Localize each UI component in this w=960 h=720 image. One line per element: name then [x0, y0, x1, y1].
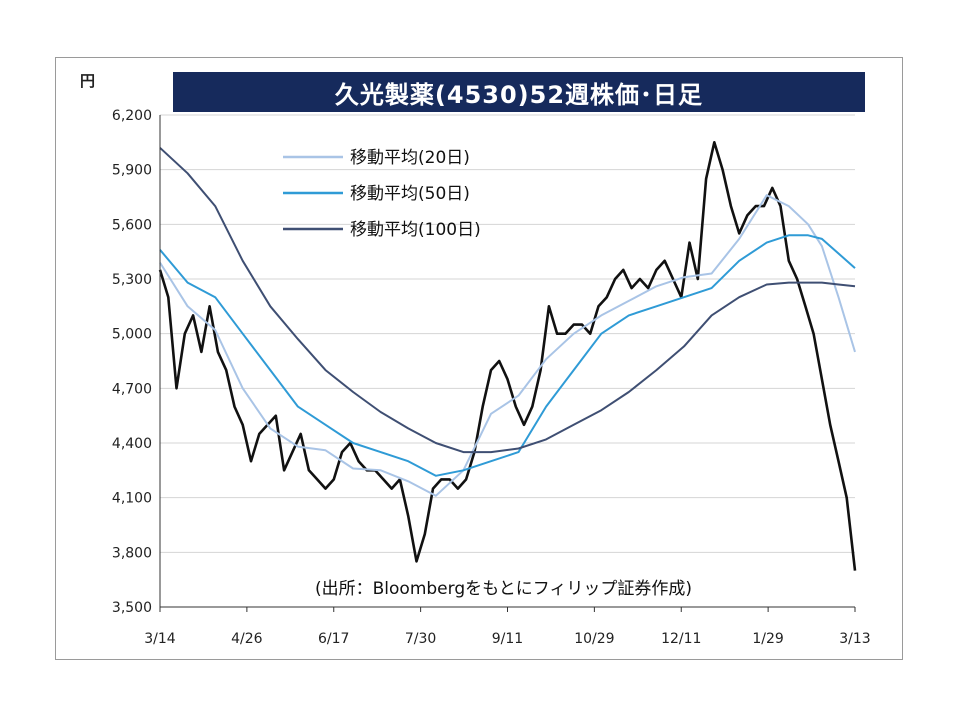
- x-tick-label: 12/11: [661, 631, 701, 647]
- y-tick-label: 4,100: [112, 491, 152, 507]
- legend: 移動平均(20日) 移動平均(50日) 移動平均(100日): [283, 148, 481, 240]
- y-tick-label: 4,700: [112, 381, 152, 397]
- grid-layer: [160, 114, 855, 553]
- x-tick-label: 9/11: [492, 631, 523, 647]
- series-layer: [158, 141, 857, 571]
- y-tick-label: 5,900: [112, 163, 152, 179]
- x-tick-label: 6/17: [318, 631, 349, 647]
- x-tick-label: 10/29: [574, 631, 614, 647]
- ma100-line: [159, 147, 856, 454]
- x-tick-label: 1/29: [752, 631, 783, 647]
- source-note: (出所：Bloombergをもとにフィリップ証券作成): [315, 579, 693, 599]
- x-tick-label: 3/13: [839, 631, 870, 647]
- chart-title: 久光製薬(4530)52週株価･日足: [173, 72, 865, 112]
- y-axis-unit: 円: [80, 72, 96, 90]
- y-tick-label: 4,400: [112, 436, 152, 452]
- y-tick-label: 5,600: [112, 217, 152, 233]
- chart-frame: [55, 57, 903, 660]
- y-tick-label: 5,000: [112, 327, 152, 343]
- ma50-line: [159, 234, 856, 477]
- y-tick-label: 3,800: [112, 545, 152, 561]
- y-tick-label: 3,500: [112, 600, 152, 616]
- price-line: [158, 141, 857, 571]
- legend-label: 移動平均(20日): [350, 148, 470, 168]
- legend-label: 移動平均(100日): [350, 220, 481, 240]
- y-tick-label: 6,200: [112, 108, 152, 124]
- axis-layer: 6,200 5,900 5,600 5,300 5,000 4,700 4,400 4,100…: [112, 108, 871, 647]
- x-tick-label: 3/14: [144, 631, 176, 647]
- x-tick-label: 7/30: [405, 631, 436, 647]
- ma20-line: [159, 194, 856, 497]
- legend-label: 移動平均(50日): [350, 184, 470, 204]
- y-tick-label: 5,300: [112, 272, 152, 288]
- x-tick-label: 4/26: [231, 631, 263, 647]
